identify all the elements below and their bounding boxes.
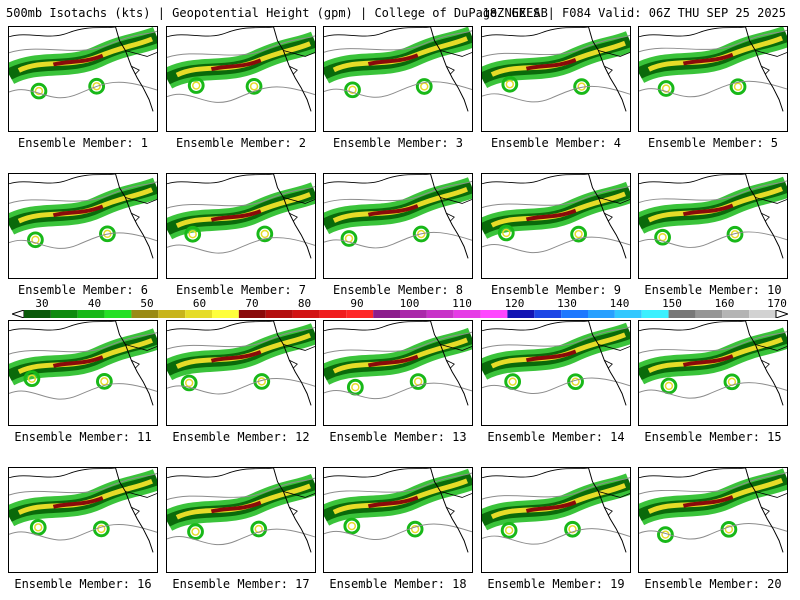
ensemble-member-label: Ensemble Member: 18 bbox=[329, 577, 467, 591]
colorbar: 30 40 50 60 70 80 90 100 110 120 130 140 150 160 170 bbox=[12, 297, 788, 321]
colorbar-swatch bbox=[265, 310, 293, 318]
ensemble-member-label: Ensemble Member: 7 bbox=[175, 283, 307, 297]
ensemble-member-map bbox=[323, 173, 473, 279]
colorbar-tick-label: 150 bbox=[662, 297, 682, 310]
ensemble-member-map bbox=[638, 467, 788, 573]
ensemble-member-label: Ensemble Member: 11 bbox=[14, 430, 152, 444]
ensemble-member-map bbox=[8, 173, 158, 279]
colorbar-tick-label: 50 bbox=[140, 297, 154, 310]
ensemble-member-map bbox=[638, 320, 788, 426]
colorbar-tick-label: 30 bbox=[35, 297, 49, 310]
colorbar-tick-label: 170 bbox=[767, 297, 787, 310]
colorbar-swatch bbox=[614, 310, 642, 318]
ensemble-member-label: Ensemble Member: 10 bbox=[644, 283, 782, 297]
ensemble-member-label: Ensemble Member: 12 bbox=[172, 430, 310, 444]
ensemble-member-label: Ensemble Member: 5 bbox=[647, 136, 779, 150]
colorbar-swatch bbox=[212, 310, 239, 318]
ensemble-member-map bbox=[481, 320, 631, 426]
colorbar-swatch bbox=[749, 310, 776, 318]
colorbar-strip bbox=[12, 310, 788, 318]
ensemble-member-label: Ensemble Member: 13 bbox=[329, 430, 467, 444]
colorbar-swatch bbox=[24, 310, 51, 318]
colorbar-swatch bbox=[588, 310, 615, 318]
ensemble-member-map bbox=[323, 320, 473, 426]
ensemble-member-map bbox=[638, 173, 788, 279]
colorbar-swatch bbox=[77, 310, 105, 318]
ensemble-member-map bbox=[8, 467, 158, 573]
colorbar-swatch bbox=[131, 310, 159, 318]
colorbar-swatch bbox=[453, 310, 481, 318]
colorbar-tick-label: 70 bbox=[245, 297, 259, 310]
colorbar-swatch bbox=[346, 310, 374, 318]
ensemble-member-label: Ensemble Member: 15 bbox=[644, 430, 782, 444]
ensemble-member-map bbox=[166, 467, 316, 573]
ensemble-member-map bbox=[323, 26, 473, 132]
colorbar-arrow-right bbox=[775, 310, 788, 318]
ensemble-member-label: Ensemble Member: 19 bbox=[487, 577, 625, 591]
colorbar-swatch bbox=[104, 310, 132, 318]
colorbar-tick-label: 120 bbox=[504, 297, 525, 310]
colorbar-swatch bbox=[373, 310, 400, 318]
colorbar-swatch bbox=[534, 310, 562, 318]
colorbar-tick-label: 100 bbox=[399, 297, 420, 310]
colorbar-swatch bbox=[292, 310, 320, 318]
colorbar-swatch bbox=[641, 310, 669, 318]
ensemble-member-map bbox=[166, 26, 316, 132]
header: 500mb Isotachs (kts) | Geopotential Heig… bbox=[0, 0, 800, 24]
ensemble-member-map bbox=[481, 173, 631, 279]
ensemble-member-label: Ensemble Member: 6 bbox=[17, 283, 149, 297]
colorbar-arrow-left bbox=[12, 310, 25, 318]
colorbar-swatch bbox=[185, 310, 212, 318]
title-left: 500mb Isotachs (kts) | Geopotential Heig… bbox=[6, 6, 548, 20]
colorbar-tick-label: 140 bbox=[609, 297, 630, 310]
ensemble-member-label: Ensemble Member: 14 bbox=[487, 430, 625, 444]
colorbar-tick-label: 90 bbox=[350, 297, 364, 310]
colorbar-swatch bbox=[668, 310, 696, 318]
ensemble-member-label: Ensemble Member: 17 bbox=[172, 577, 310, 591]
ensemble-member-map bbox=[166, 173, 316, 279]
colorbar-tick-label: 80 bbox=[297, 297, 312, 310]
colorbar-swatch bbox=[238, 310, 266, 318]
colorbar-tick-label: 160 bbox=[714, 297, 735, 310]
ensemble-member-label: Ensemble Member: 4 bbox=[490, 136, 622, 150]
ensemble-member-label: Ensemble Member: 8 bbox=[332, 283, 464, 297]
colorbar-swatch bbox=[722, 310, 750, 318]
colorbar-swatch bbox=[561, 310, 588, 318]
colorbar-swatch bbox=[426, 310, 454, 318]
title-right: 18Z GEFS | F084 Valid: 06Z THU SEP 25 20… bbox=[482, 6, 786, 20]
colorbar-swatch bbox=[480, 310, 508, 318]
colorbar-swatch bbox=[50, 310, 78, 318]
ensemble-member-label: Ensemble Member: 1 bbox=[17, 136, 149, 150]
colorbar-tick-label: 130 bbox=[557, 297, 577, 310]
colorbar-swatch bbox=[507, 310, 535, 318]
ensemble-member-map bbox=[8, 320, 158, 426]
ensemble-member-label: Ensemble Member: 9 bbox=[490, 283, 622, 297]
ensemble-member-map bbox=[481, 467, 631, 573]
ensemble-member-map bbox=[166, 320, 316, 426]
colorbar-tick-label: 40 bbox=[87, 297, 102, 310]
colorbar-swatch bbox=[158, 310, 186, 318]
colorbar-swatch bbox=[400, 310, 427, 318]
ensemble-member-label: Ensemble Member: 20 bbox=[644, 577, 782, 591]
ensemble-member-label: Ensemble Member: 16 bbox=[14, 577, 152, 591]
ensemble-member-map bbox=[323, 467, 473, 573]
ensemble-member-map bbox=[481, 26, 631, 132]
ensemble-member-label: Ensemble Member: 3 bbox=[332, 136, 464, 150]
ensemble-member-map bbox=[8, 26, 158, 132]
ensemble-member-map bbox=[638, 26, 788, 132]
colorbar-swatch bbox=[319, 310, 347, 318]
colorbar-tick-label: 110 bbox=[452, 297, 472, 310]
colorbar-tick-label: 60 bbox=[192, 297, 207, 310]
colorbar-swatch bbox=[695, 310, 723, 318]
ensemble-member-label: Ensemble Member: 2 bbox=[175, 136, 307, 150]
